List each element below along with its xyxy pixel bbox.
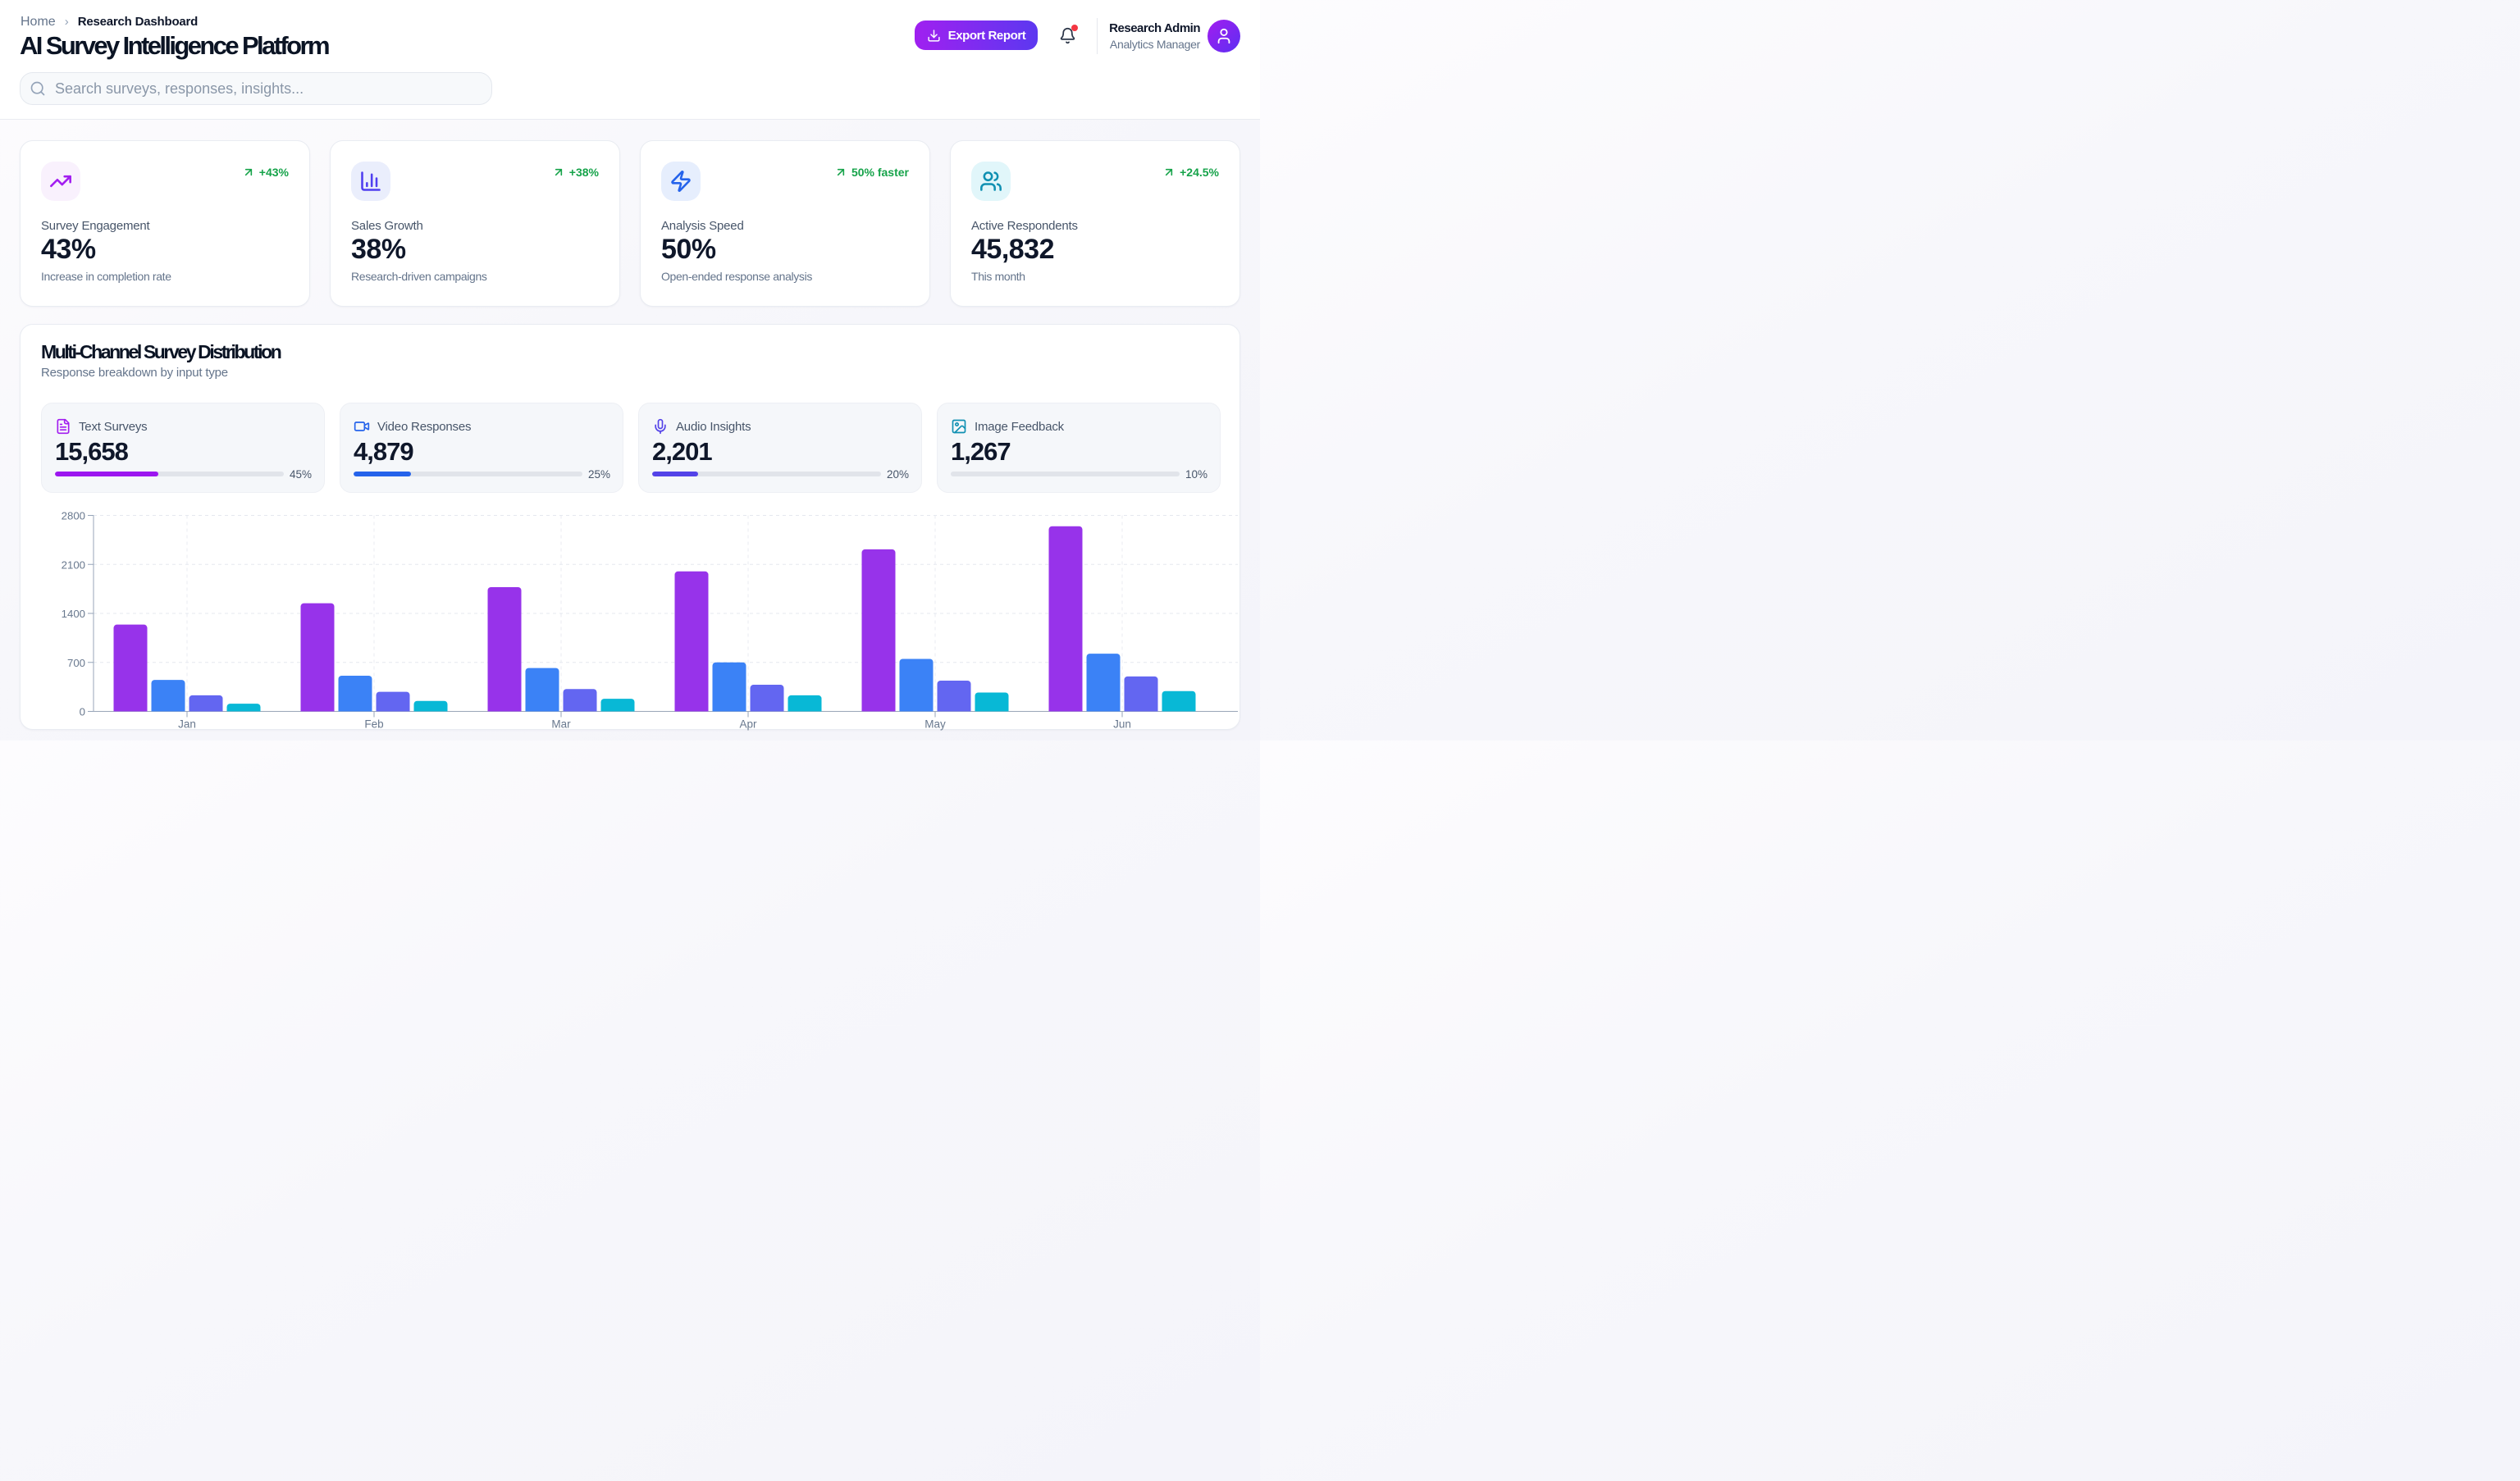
svg-text:1400: 1400 bbox=[62, 608, 85, 620]
svg-text:Mar: Mar bbox=[551, 718, 571, 731]
svg-text:May: May bbox=[924, 718, 946, 731]
svg-text:2800: 2800 bbox=[62, 510, 85, 522]
svg-text:Jan: Jan bbox=[178, 718, 196, 731]
svg-text:0: 0 bbox=[80, 706, 85, 718]
svg-text:Jun: Jun bbox=[1113, 718, 1131, 731]
svg-text:700: 700 bbox=[67, 657, 85, 669]
svg-text:Feb: Feb bbox=[364, 718, 383, 731]
svg-text:2100: 2100 bbox=[62, 558, 85, 571]
svg-text:Apr: Apr bbox=[739, 718, 757, 731]
